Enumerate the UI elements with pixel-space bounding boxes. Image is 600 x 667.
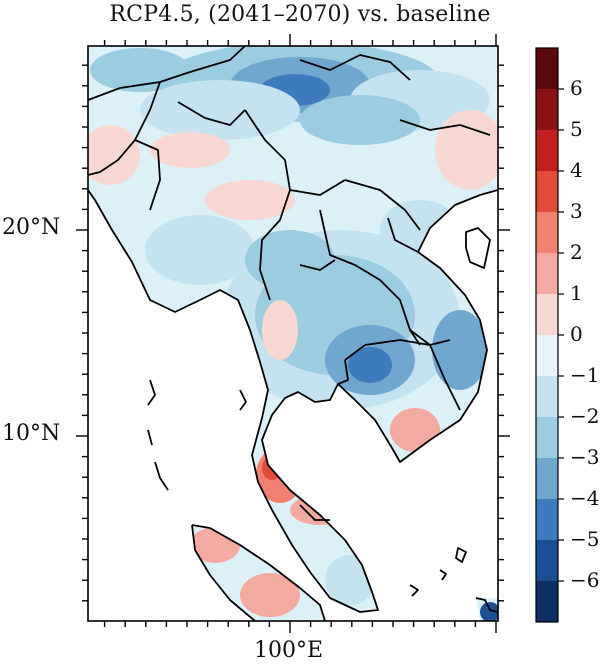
- colorbar-tick-label: −6: [570, 568, 600, 592]
- colorbar-swatch: [536, 417, 558, 459]
- colorbar-swatch: [536, 212, 558, 254]
- lat-label: 10°N: [2, 421, 61, 446]
- colorbar-swatch: [536, 253, 558, 295]
- colorbar-swatch: [536, 89, 558, 131]
- coastline-borders: [88, 46, 498, 621]
- colorbar-swatch: [536, 376, 558, 418]
- colorbar-tick-label: −3: [570, 445, 600, 469]
- colorbar-tick-label: 1: [570, 281, 583, 305]
- colorbar-swatch: [536, 581, 558, 623]
- colorbar-swatch: [536, 48, 558, 90]
- colorbar-tick-label: 0: [570, 322, 583, 346]
- colorbar-swatch: [536, 499, 558, 541]
- colorbar-swatch: [536, 540, 558, 582]
- axis-ticks: [76, 34, 510, 633]
- colorbar-tick-label: −2: [570, 404, 600, 428]
- colorbar-swatch: [536, 171, 558, 213]
- colorbar-tick-label: 3: [570, 199, 583, 223]
- colorbar-swatch: [536, 335, 558, 377]
- lon-label: 100°E: [254, 638, 324, 663]
- colorbar-tick-label: 4: [570, 158, 583, 182]
- colorbar-tick-label: −1: [570, 363, 600, 387]
- colorbar-tick-label: 5: [570, 117, 583, 141]
- colorbar: [535, 47, 564, 623]
- colorbar-tick-label: −5: [570, 527, 600, 551]
- colorbar-tick-label: 6: [570, 76, 583, 100]
- map-title: RCP4.5, (2041–2070) vs. baseline: [109, 2, 491, 27]
- colorbar-tick-label: −4: [570, 486, 600, 510]
- colorbar-tick-label: 2: [570, 240, 583, 264]
- lat-label: 20°N: [2, 215, 61, 240]
- colorbar-swatch: [536, 458, 558, 500]
- colorbar-swatch: [536, 294, 558, 336]
- colorbar-swatch: [536, 130, 558, 172]
